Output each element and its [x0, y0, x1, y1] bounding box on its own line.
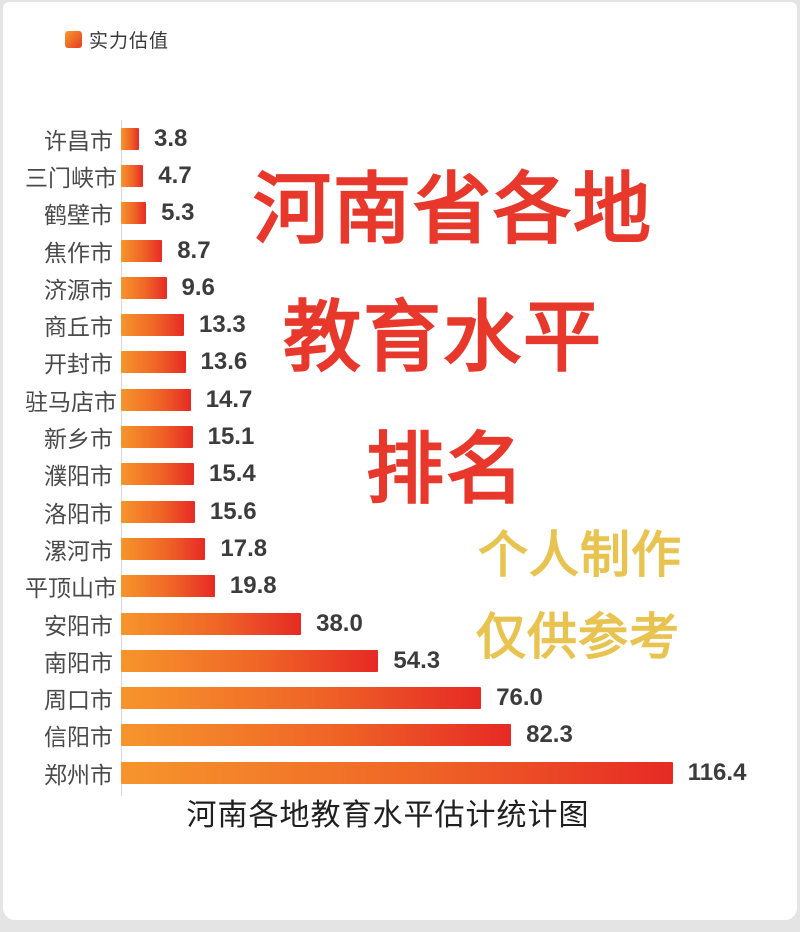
bar-row: 郑州市 116.4: [25, 754, 797, 791]
value-bar: [121, 537, 206, 560]
value-bar: [121, 164, 144, 187]
value-label: 17.8: [220, 534, 268, 562]
bar-row: 三门峡市 4.7: [25, 157, 797, 194]
value-label: 54.3: [393, 646, 441, 674]
legend-swatch-icon: [65, 31, 82, 48]
city-label: 安阳市: [44, 613, 113, 639]
bar-row: 鹤壁市 5.3: [25, 195, 797, 232]
bar-row: 许昌市 3.8: [25, 120, 797, 157]
overlay-note-line-2: 仅供参考: [476, 609, 680, 665]
value-bar: [121, 127, 139, 150]
value-label: 13.3: [199, 311, 246, 339]
city-label: 郑州市: [44, 762, 113, 788]
bar-row: 南阳市 54.3: [25, 642, 797, 679]
value-label: 5.3: [161, 199, 195, 227]
value-bar: [121, 500, 195, 523]
value-label: 13.6: [200, 348, 248, 376]
overlay-note-line-1: 个人制作: [478, 527, 682, 583]
value-bar: [121, 239, 163, 262]
city-label: 商丘市: [44, 315, 113, 341]
value-bar: [121, 761, 673, 784]
bar-row: 洛阳市 15.6: [25, 493, 797, 530]
value-label: 4.7: [158, 161, 192, 189]
bar-row: 驻马店市 14.7: [25, 381, 797, 418]
value-bar: [121, 426, 193, 449]
value-bar: [121, 276, 167, 299]
bar-row: 安阳市 38.0: [25, 605, 797, 642]
legend-label: 实力估值: [89, 31, 170, 52]
value-bar: [121, 649, 379, 672]
value-label: 116.4: [687, 758, 747, 786]
value-label: 19.8: [229, 572, 277, 600]
bar-chart: 许昌市 3.8 三门峡市 4.7 鹤壁市 5.3 焦作市 8.7 济源市 9.6 商丘市 13.3 开封…: [25, 120, 797, 791]
city-label: 开封市: [44, 352, 113, 378]
value-label: 3.8: [154, 124, 188, 152]
value-label: 15.6: [209, 497, 257, 525]
city-label: 济源市: [44, 277, 113, 303]
city-label: 新乡市: [44, 427, 113, 453]
city-label: 三门峡市: [25, 165, 117, 191]
value-label: 8.7: [177, 236, 211, 264]
city-label: 鹤壁市: [44, 203, 113, 229]
value-bar: [121, 388, 191, 411]
bar-row: 濮阳市 15.4: [25, 456, 797, 493]
city-label: 平顶山市: [25, 576, 117, 602]
city-label: 驻马店市: [25, 389, 117, 415]
overlay-title-line-2: 教育水平: [282, 293, 604, 381]
city-label: 洛阳市: [44, 501, 113, 527]
value-label: 9.6: [181, 273, 215, 301]
city-label: 信阳市: [44, 725, 113, 751]
value-bar: [121, 351, 186, 374]
value-label: 15.1: [207, 423, 255, 451]
bar-row: 周口市 76.0: [25, 679, 797, 716]
bar-row: 焦作市 8.7: [25, 232, 797, 269]
chart-title: 河南各地教育水平估计统计图: [186, 799, 590, 832]
value-bar: [121, 724, 512, 747]
value-label: 38.0: [316, 609, 363, 637]
city-label: 漯河市: [44, 538, 113, 564]
value-label: 14.7: [205, 385, 253, 413]
overlay-title-line-3: 排名: [365, 425, 527, 513]
city-label: 焦作市: [44, 240, 113, 266]
value-bar: [121, 687, 482, 710]
value-label: 15.4: [209, 460, 256, 488]
bar-row: 新乡市 15.1: [25, 418, 797, 455]
value-bar: [121, 314, 184, 337]
bar-row: 开封市 13.6: [25, 344, 797, 381]
bar-row: 漯河市 17.8: [25, 530, 797, 567]
city-label: 许昌市: [44, 128, 113, 154]
city-label: 南阳市: [44, 650, 113, 676]
legend: 实力估值: [65, 26, 169, 53]
y-axis-line: [121, 120, 122, 796]
overlay-title-line-1: 河南省各地: [252, 165, 654, 253]
city-label: 濮阳市: [44, 464, 113, 490]
bar-row: 信阳市 82.3: [25, 717, 797, 754]
value-bar: [121, 463, 194, 486]
bar-row: 平顶山市 19.8: [25, 568, 797, 605]
chart-card: 实力估值 许昌市 3.8 三门峡市 4.7 鹤壁市 5.3 焦作市 8.7 济源市 9.6 商丘市 1…: [3, 2, 797, 920]
city-label: 周口市: [44, 688, 113, 714]
bar-row: 商丘市 13.3: [25, 306, 797, 343]
value-label: 82.3: [526, 721, 573, 749]
value-bar: [121, 202, 147, 225]
value-label: 76.0: [496, 684, 543, 712]
value-bar: [121, 575, 215, 598]
bar-row: 济源市 9.6: [25, 269, 797, 306]
value-bar: [121, 612, 302, 635]
